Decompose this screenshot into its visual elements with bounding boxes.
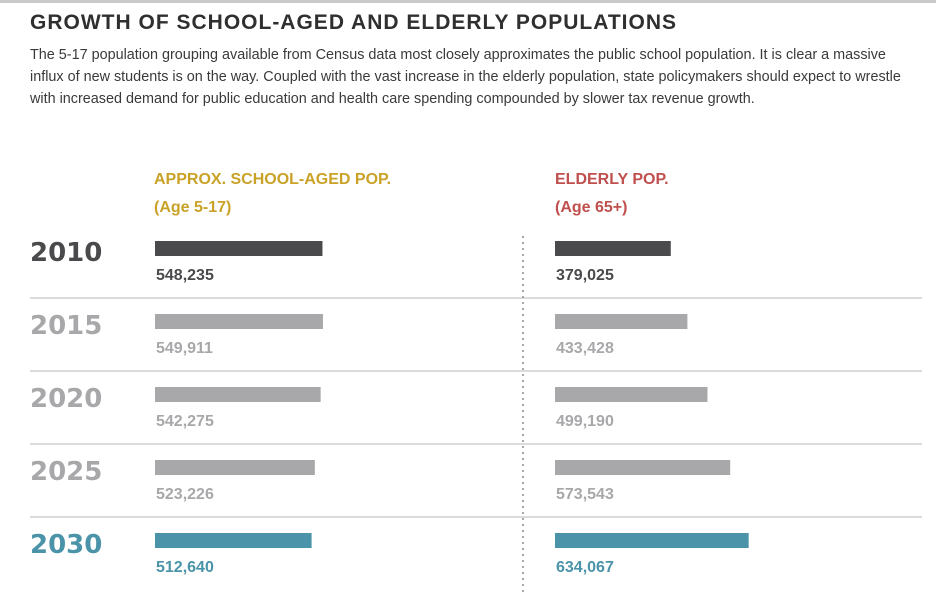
year-label: 2015 (30, 311, 102, 341)
school-aged-bar (155, 241, 323, 256)
school-aged-bar (155, 387, 321, 402)
year-label: 2010 (30, 238, 102, 268)
elderly-value-label: 433,428 (556, 340, 614, 357)
elderly-bar (555, 460, 731, 475)
school-aged-value-label: 512,640 (156, 559, 214, 576)
elderly-column-header: ELDERLY POP. (Age 65+) (555, 166, 669, 222)
elderly-bar (555, 241, 671, 256)
school-aged-sublabel: (Age 5-17) (154, 199, 232, 216)
elderly-bar (555, 533, 749, 548)
intro-paragraph: The 5-17 population grouping available f… (30, 47, 901, 107)
school-aged-bar (155, 314, 323, 329)
elderly-value-label: 499,190 (556, 413, 614, 430)
school-aged-value-label: 549,911 (156, 340, 213, 357)
school-aged-column-header: APPROX. SCHOOL-AGED POP. (Age 5-17) (154, 166, 391, 222)
school-aged-value-label: 548,235 (156, 267, 214, 284)
elderly-bar (555, 387, 708, 402)
school-aged-value-label: 523,226 (156, 486, 214, 503)
year-label: 2030 (30, 530, 102, 560)
elderly-value-label: 634,067 (556, 559, 614, 576)
elderly-value-label: 573,543 (556, 486, 614, 503)
elderly-bar (555, 314, 688, 329)
chart-title: GROWTH OF SCHOOL-AGED AND ELDERLY POPULA… (30, 11, 678, 34)
elderly-sublabel: (Age 65+) (555, 199, 628, 216)
year-label: 2020 (30, 384, 102, 414)
school-aged-value-label: 542,275 (156, 413, 214, 430)
school-aged-label: APPROX. SCHOOL-AGED POP. (154, 171, 392, 188)
school-aged-bar (155, 533, 312, 548)
elderly-value-label: 379,025 (556, 267, 614, 284)
top-rule (0, 0, 936, 3)
elderly-label: ELDERLY POP. (555, 171, 669, 188)
school-aged-bar (155, 460, 315, 475)
year-label: 2025 (30, 457, 102, 487)
